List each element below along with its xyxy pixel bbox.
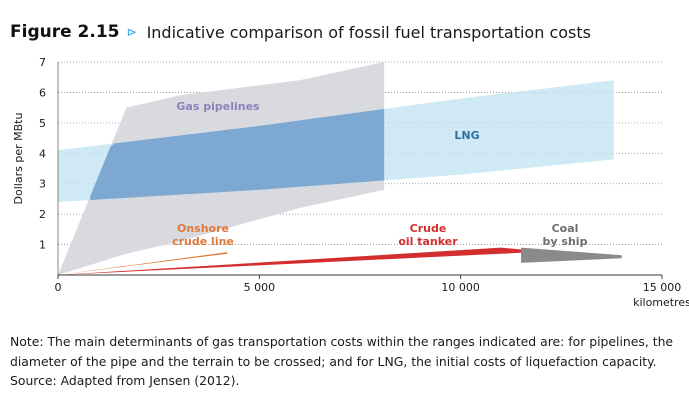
band-pipeline-lng-overlap — [90, 108, 385, 201]
y-tick-label: 1 — [39, 239, 46, 252]
band-onshore-crude-line — [58, 252, 228, 275]
series-label-line: by ship — [543, 235, 588, 248]
band-crude-oil-tanker — [58, 247, 534, 275]
y-tick-label: 7 — [39, 56, 46, 69]
figure-number: Figure 2.15 — [10, 22, 120, 42]
figure-arrow-icon: ⊳ — [126, 25, 137, 39]
figure-note: Note: The main determinants of gas trans… — [10, 334, 674, 369]
series-label-line: LNG — [454, 129, 479, 142]
series-label: Gas pipelines — [176, 100, 260, 113]
figure-title: Indicative comparison of fossil fuel tra… — [146, 22, 591, 42]
axes: 1 2 3 4 5 6 7 0 5 000 10 000 15 000 kilometres Dolla… — [12, 56, 689, 309]
figure-source: Source: Adapted from Jensen (2012). — [10, 373, 240, 388]
y-tick-label: 5 — [39, 117, 46, 130]
series-label: Coal by ship — [543, 222, 588, 248]
series-label: LNG — [454, 129, 479, 142]
data-areas — [58, 62, 622, 275]
figure-header: Figure 2.15 ⊳ Indicative comparison of f… — [10, 18, 591, 46]
y-tick-label: 3 — [39, 178, 46, 191]
x-axis-title: kilometres — [633, 296, 689, 309]
y-tick-label: 4 — [39, 147, 46, 160]
y-tick-label: 2 — [39, 208, 46, 221]
chart: 1 2 3 4 5 6 7 0 5 000 10 000 15 000 kilometres Dolla… — [12, 56, 689, 309]
series-label-line: Onshore — [177, 222, 229, 235]
x-tick-label: 0 — [55, 281, 62, 294]
series-label-line: oil tanker — [398, 235, 458, 248]
x-tick-label: 15 000 — [643, 281, 682, 294]
y-tick-label: 6 — [39, 86, 46, 99]
series-label-line: Crude — [410, 222, 447, 235]
series-label-line: crude line — [172, 235, 234, 248]
x-tick-label: 10 000 — [441, 281, 480, 294]
band-coal-by-ship — [521, 247, 622, 263]
series-label-line: Coal — [552, 222, 579, 235]
y-axis-title: Dollars per MBtu — [12, 113, 25, 205]
x-tick-label: 5 000 — [244, 281, 276, 294]
series-labels: Gas pipelines LNG Onshore crude line Crude oi… — [172, 100, 587, 248]
series-label: Crude oil tanker — [398, 222, 458, 248]
series-label: Onshore crude line — [172, 222, 234, 248]
series-label-line: Gas pipelines — [176, 100, 260, 113]
